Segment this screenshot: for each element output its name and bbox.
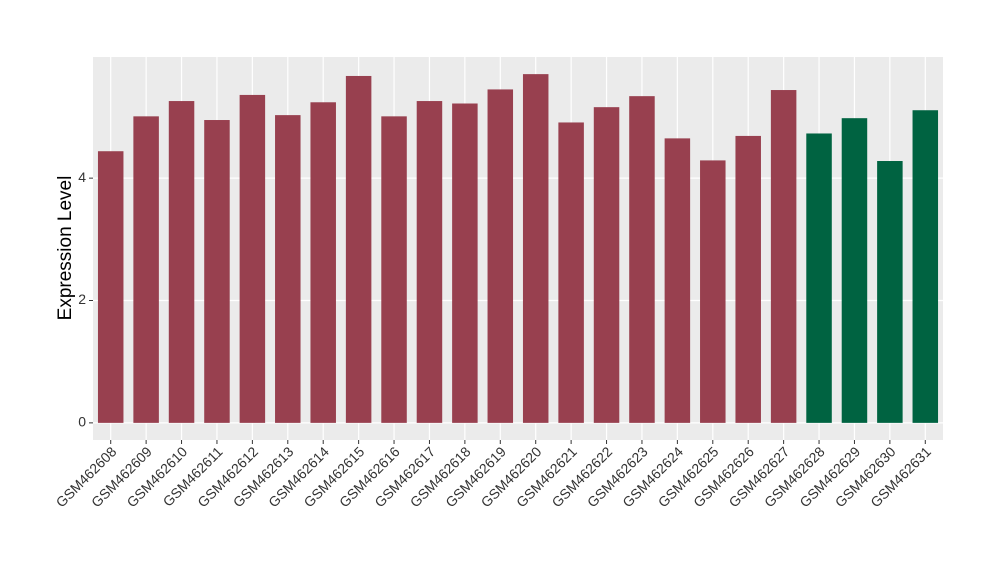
bar: [168, 101, 195, 423]
bar: [629, 96, 655, 423]
bar: [664, 138, 691, 423]
bar: [806, 133, 832, 423]
bar: [452, 103, 478, 423]
bar: [487, 89, 514, 423]
bar: [877, 161, 903, 423]
y-axis-label: Expression Level: [55, 176, 76, 321]
bar: [239, 94, 266, 423]
y-tick-label: 2: [78, 291, 86, 307]
bar: [593, 107, 620, 423]
bar: [133, 116, 159, 423]
bar: [770, 90, 797, 423]
bar: [700, 160, 726, 423]
y-tick-label: 0: [78, 414, 86, 430]
bar: [310, 102, 336, 423]
bar: [275, 115, 301, 423]
bar: [345, 75, 372, 423]
bar: [841, 118, 868, 423]
bar: [522, 74, 549, 423]
bar: [97, 151, 124, 423]
y-tick-label: 4: [78, 169, 86, 185]
bar: [204, 120, 230, 423]
bar: [558, 122, 584, 423]
plot-panel: [93, 57, 943, 440]
bar: [381, 116, 407, 423]
bar: [416, 101, 443, 423]
bar: [912, 110, 939, 423]
bar: [735, 135, 761, 423]
